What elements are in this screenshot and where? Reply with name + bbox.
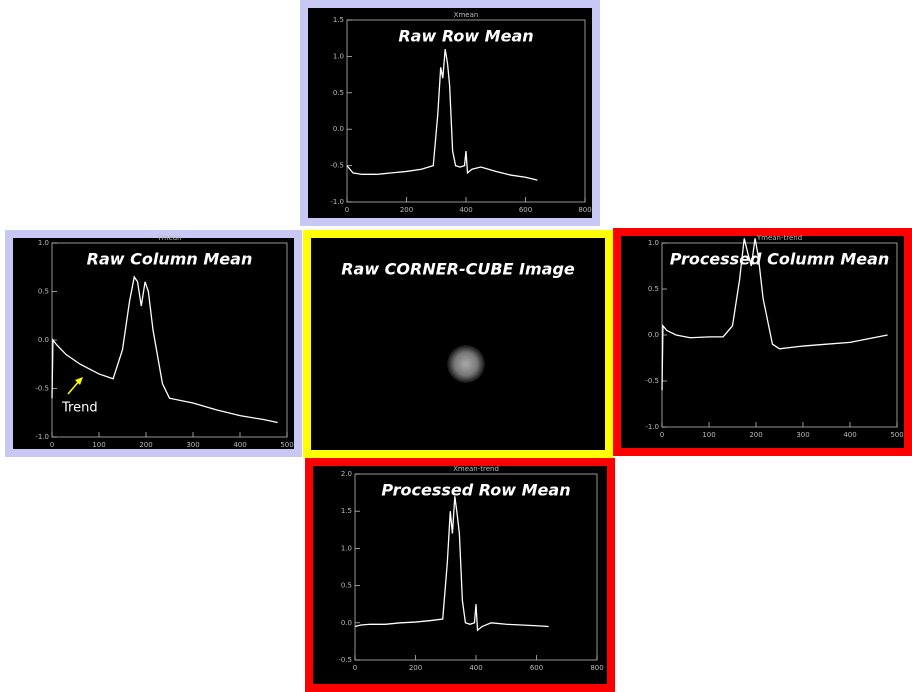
x-tick-label: 400 [469, 664, 482, 672]
panel-title: Processed Row Mean [381, 481, 570, 500]
x-tick-label: 100 [702, 431, 715, 439]
y-tick-label: 0.5 [648, 285, 659, 293]
y-tick-label: 1.5 [333, 16, 344, 24]
x-tick-label: 0 [353, 664, 357, 672]
y-tick-label: 2.0 [341, 470, 352, 478]
x-tick-label: 0 [50, 441, 54, 449]
y-tick-label: 0.0 [38, 336, 49, 344]
x-tick-label: 0 [345, 206, 349, 214]
axis-title: Xmean-trend [453, 465, 499, 473]
x-tick-label: 400 [233, 441, 246, 449]
y-tick-label: 1.5 [341, 507, 352, 515]
x-tick-label: 300 [186, 441, 199, 449]
x-tick-label: 800 [578, 206, 591, 214]
axis-title: Xmean [454, 11, 479, 19]
panel-title: Raw CORNER-CUBE Image [341, 260, 575, 279]
spot [447, 345, 485, 383]
y-tick-label: -0.5 [35, 385, 49, 393]
y-tick-label: 1.0 [648, 239, 659, 247]
y-tick-label: -0.5 [645, 377, 659, 385]
x-tick-label: 0 [660, 431, 664, 439]
x-tick-label: 200 [400, 206, 413, 214]
y-tick-label: 0.0 [333, 125, 344, 133]
x-tick-label: 100 [92, 441, 105, 449]
x-tick-label: 400 [843, 431, 856, 439]
axis-title: Ymean-trend [756, 234, 802, 242]
panel-title: Raw Column Mean [87, 250, 253, 269]
x-tick-label: 200 [409, 664, 422, 672]
x-tick-label: 800 [590, 664, 603, 672]
x-tick-label: 600 [519, 206, 532, 214]
y-tick-label: -1.0 [35, 433, 49, 441]
y-tick-label: 1.0 [38, 239, 49, 247]
y-tick-label: 0.0 [341, 619, 352, 627]
x-tick-label: 500 [280, 441, 293, 449]
y-tick-label: 1.0 [341, 544, 352, 552]
x-tick-label: 300 [796, 431, 809, 439]
axis-title: Ymean [156, 234, 181, 242]
y-tick-label: 0.5 [38, 288, 49, 296]
panel-title: Raw Row Mean [398, 27, 533, 46]
y-tick-label: -1.0 [645, 423, 659, 431]
x-tick-label: 500 [890, 431, 903, 439]
y-tick-label: 1.0 [333, 52, 344, 60]
y-tick-label: 0.0 [648, 331, 659, 339]
y-tick-label: -0.5 [330, 162, 344, 170]
composite: Xmean 0 200 400 600 800 -1.0 -0.5 0.0 0.5 1.0 1.5 Ra… [0, 0, 912, 692]
annotation: Trend [61, 401, 98, 416]
y-tick-label: -0.5 [338, 656, 352, 664]
x-tick-label: 200 [139, 441, 152, 449]
x-tick-label: 400 [459, 206, 472, 214]
x-tick-label: 200 [749, 431, 762, 439]
y-tick-label: 0.5 [341, 582, 352, 590]
y-tick-label: -1.0 [330, 198, 344, 206]
x-tick-label: 600 [530, 664, 543, 672]
y-tick-label: 0.5 [333, 89, 344, 97]
panel-title: Processed Column Mean [670, 250, 890, 269]
